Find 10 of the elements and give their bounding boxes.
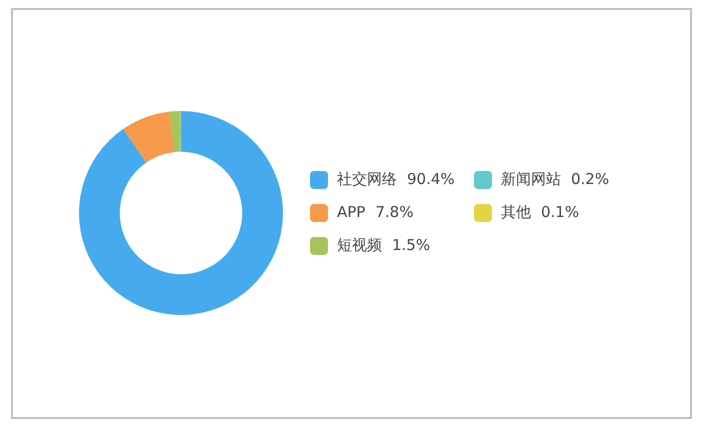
legend-label: 短视频 [337, 236, 382, 254]
data-label: 90.4% [407, 170, 455, 188]
data-label: 1.5% [392, 236, 430, 254]
legend-label: APP [337, 202, 366, 221]
data-label: 7.8% [375, 202, 414, 221]
legend-label: 社交网络 [337, 170, 397, 188]
legend-label: 新闻网站 [501, 170, 561, 188]
data-label: 0.2% [571, 170, 610, 188]
data-label: 0.1% [541, 202, 580, 221]
legend-label: 其他 [501, 202, 531, 221]
